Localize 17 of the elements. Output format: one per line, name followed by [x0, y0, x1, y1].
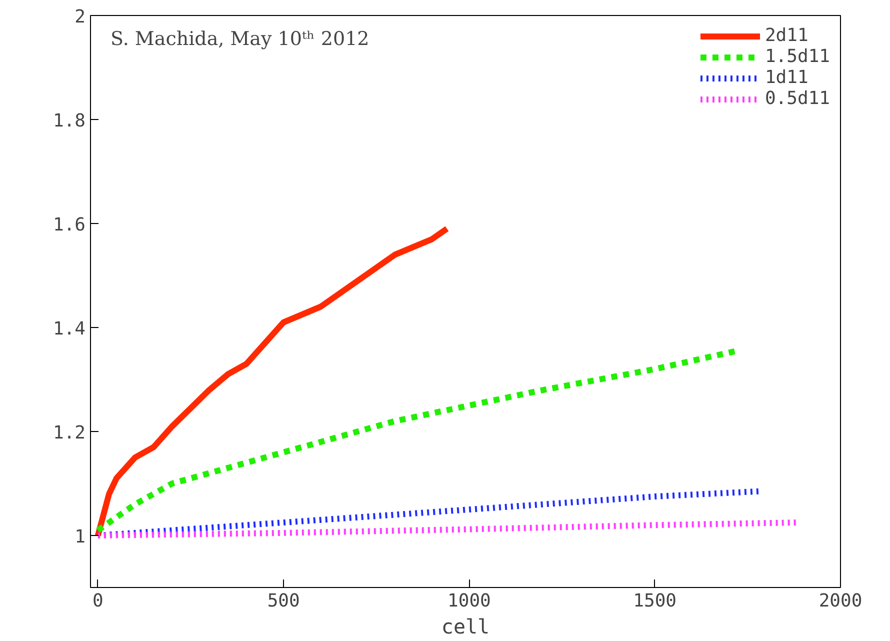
y-tick-label: 1.4 — [52, 318, 86, 340]
legend-label: 1.5d11 — [764, 46, 830, 67]
y-tick-label: 1 — [74, 526, 86, 548]
legend-label: 1d11 — [764, 67, 808, 88]
y-tick-label: 2 — [74, 6, 86, 28]
legend-label: 0.5d11 — [764, 88, 830, 109]
x-tick-label: 1000 — [448, 590, 491, 612]
x-tick-label: 1500 — [633, 590, 677, 612]
y-tick-label: 1.2 — [52, 422, 86, 444]
y-tick-label: 1.6 — [52, 214, 86, 236]
legend-label: 2d11 — [764, 25, 808, 46]
y-tick-label: 1.8 — [52, 110, 86, 132]
x-axis-title: cell — [441, 614, 490, 638]
x-tick-label: 0 — [92, 590, 104, 612]
x-tick-label: 2000 — [818, 590, 862, 612]
x-tick-label: 500 — [267, 590, 300, 612]
annotation: S. Machida, May 10ᵗʰ 2012 — [110, 28, 370, 50]
